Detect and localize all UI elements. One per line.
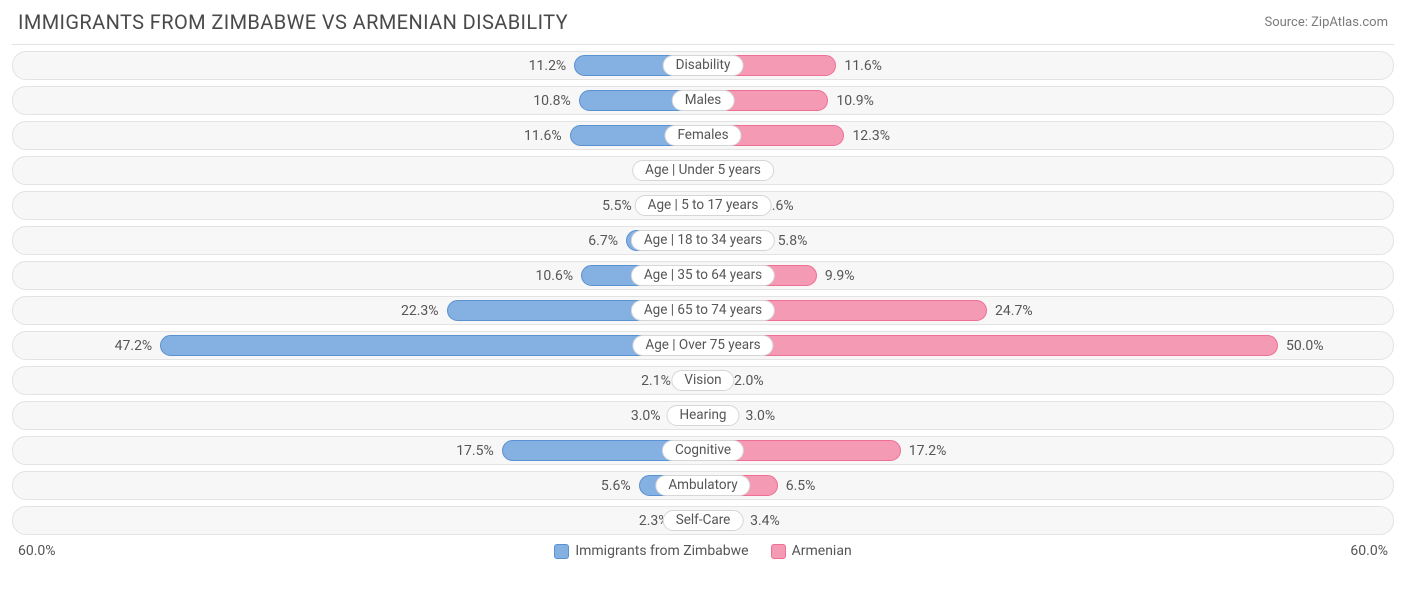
legend-swatch [771,544,786,559]
value-label-right: 6.5% [786,472,816,501]
bar-right [703,335,1278,356]
bar-left [160,335,703,356]
chart-row: 47.2% 50.0% Age | Over 75 years [12,331,1394,360]
legend-label: Armenian [792,543,852,559]
chart-row: 22.3% 24.7% Age | 65 to 74 years [12,296,1394,325]
page-title: IMMIGRANTS FROM ZIMBABWE VS ARMENIAN DIS… [18,10,568,34]
diverging-bar-chart: 11.2% 11.6% Disability 10.8% 10.9% Males 11.6%… [12,44,1394,559]
value-label-right: 9.9% [825,262,855,291]
chart-row: 17.5% 17.2% Cognitive [12,436,1394,465]
value-label-left: 6.7% [588,227,618,256]
chart-row: 5.5%4.6%Age | 5 to 17 years [12,191,1394,220]
category-pill: Age | 5 to 17 years [635,195,772,216]
value-label-right: 12.3% [852,122,890,151]
category-pill: Age | 18 to 34 years [631,230,775,251]
value-label-right: 17.2% [909,437,947,466]
chart-row: 11.2% 11.6% Disability [12,51,1394,80]
chart-row: 1.2%1.0%Age | Under 5 years [12,156,1394,185]
value-label-right: 11.6% [844,52,882,81]
chart-row: 5.6% 6.5% Ambulatory [12,471,1394,500]
header: IMMIGRANTS FROM ZIMBABWE VS ARMENIAN DIS… [0,0,1406,40]
category-pill: Age | 35 to 64 years [631,265,775,286]
chart-row: 6.7% 5.8%Age | 18 to 34 years [12,226,1394,255]
value-label-right: 5.8% [778,227,808,256]
category-pill: Males [672,90,735,111]
value-label-right: 50.0% [1286,332,1324,361]
axis-row: 60.0% Immigrants from Zimbabwe Armenian 60.… [12,541,1394,559]
category-pill: Self-Care [663,510,744,531]
category-pill: Ambulatory [655,475,750,496]
chart-row: 10.8% 10.9% Males [12,86,1394,115]
category-pill: Vision [671,370,734,391]
value-label-left: 10.8% [533,87,571,116]
legend-item-left: Immigrants from Zimbabwe [554,543,748,559]
category-pill: Age | Over 75 years [632,335,773,356]
legend-item-right: Armenian [771,543,852,559]
legend: Immigrants from Zimbabwe Armenian [554,543,851,559]
value-label-right: 2.0% [734,367,764,396]
category-pill: Age | 65 to 74 years [631,300,775,321]
source-label: Source: ZipAtlas.com [1264,15,1388,30]
value-label-left: 2.1% [641,367,671,396]
value-label-right: 3.0% [745,402,775,431]
value-label-left: 11.6% [524,122,562,151]
axis-right-max: 60.0% [1350,543,1388,559]
chart-row: 10.6% 9.9% Age | 35 to 64 years [12,261,1394,290]
value-label-right: 3.4% [750,507,780,536]
value-label-left: 11.2% [529,52,567,81]
chart-row: 3.0%3.0%Hearing [12,401,1394,430]
value-label-right: 10.9% [836,87,874,116]
value-label-right: 24.7% [995,297,1033,326]
chart-row: 2.1% 2.0%Vision [12,366,1394,395]
category-pill: Disability [663,55,744,76]
value-label-left: 17.5% [456,437,494,466]
value-label-left: 22.3% [401,297,439,326]
chart-row: 11.6% 12.3% Females [12,121,1394,150]
value-label-left: 47.2% [115,332,153,361]
category-pill: Age | Under 5 years [632,160,774,181]
legend-label: Immigrants from Zimbabwe [575,543,748,559]
value-label-left: 10.6% [536,262,574,291]
value-label-left: 3.0% [631,402,661,431]
category-pill: Females [664,125,741,146]
category-pill: Cognitive [662,440,744,461]
chart-row: 2.3%3.4%Self-Care [12,506,1394,535]
value-label-left: 5.6% [601,472,631,501]
legend-swatch [554,544,569,559]
category-pill: Hearing [666,405,739,426]
axis-left-max: 60.0% [18,543,56,559]
value-label-left: 5.5% [602,192,632,221]
